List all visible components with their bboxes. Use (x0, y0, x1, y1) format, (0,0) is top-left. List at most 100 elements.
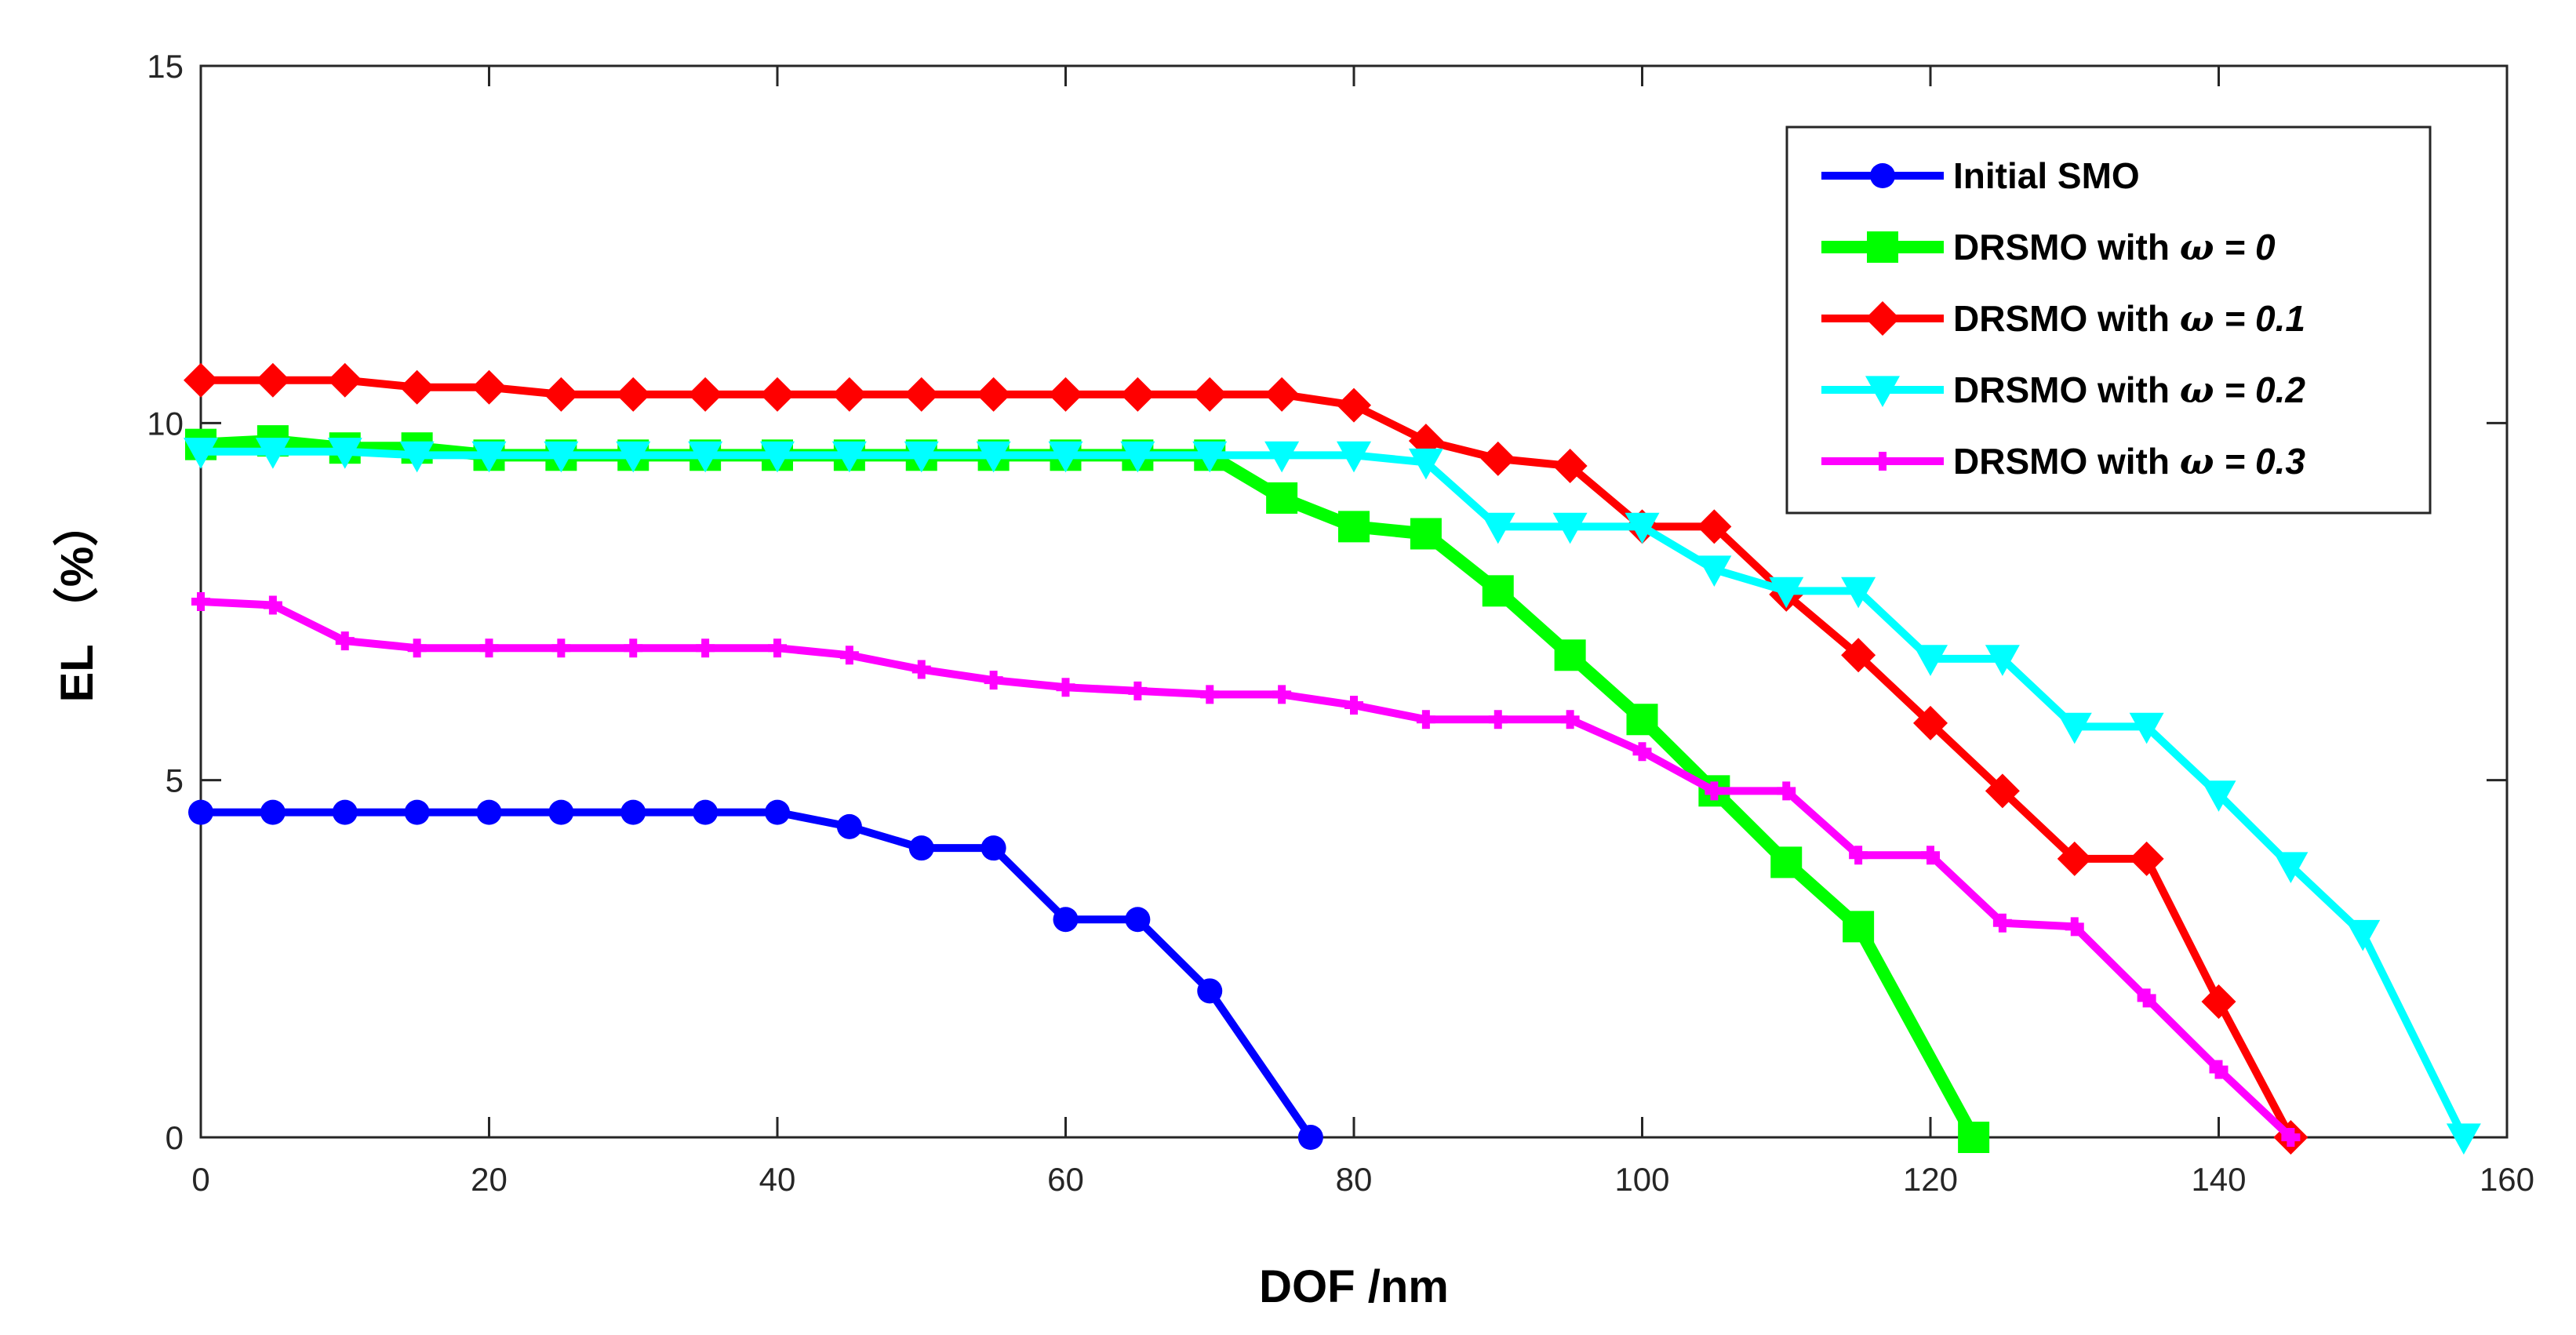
data-point (1913, 705, 1948, 740)
x-tick-label: 20 (471, 1161, 508, 1198)
data-point (1344, 696, 1363, 715)
data-point (1264, 441, 1300, 473)
data-point (1841, 638, 1876, 673)
data-point (184, 438, 218, 469)
data-point (620, 799, 646, 825)
data-point (981, 835, 1006, 861)
data-point (1200, 685, 1220, 704)
data-point (1272, 685, 1292, 704)
data-point (1697, 509, 1732, 544)
data-point (831, 376, 867, 412)
data-point (2129, 841, 2164, 876)
data-point (1120, 441, 1155, 473)
data-point (548, 799, 574, 825)
y-axis-label: EL （%） (52, 501, 103, 703)
data-point (1048, 376, 1083, 412)
data-point (836, 813, 862, 839)
y-tick-label: 0 (166, 1119, 184, 1156)
series-line (200, 598, 2294, 1140)
data-point (904, 441, 939, 473)
data-point (1985, 773, 2020, 809)
data-point (693, 799, 719, 825)
series-0 (188, 799, 1323, 1150)
x-tick-label: 0 (191, 1161, 209, 1198)
data-point (2201, 780, 2236, 812)
legend-marker (1873, 452, 1892, 471)
data-point (2057, 712, 2092, 744)
data-point (260, 799, 286, 825)
data-point (471, 441, 507, 473)
data-point (1625, 512, 1660, 544)
data-point (1197, 978, 1223, 1004)
data-point (760, 376, 795, 412)
data-point (2129, 712, 2164, 744)
data-point (1913, 645, 1948, 676)
data-point (2209, 1060, 2229, 1079)
data-point (1048, 441, 1083, 473)
x-tick-label: 60 (1047, 1161, 1084, 1198)
legend-entry-4: DRSMO with ω = 0.3 (1821, 440, 2305, 482)
x-tick-label: 80 (1336, 1161, 1373, 1198)
data-point (188, 799, 213, 825)
data-point (327, 362, 362, 398)
data-point (1849, 846, 1868, 865)
data-point (688, 376, 723, 412)
data-point (1958, 1122, 1990, 1153)
data-point (1843, 911, 1875, 943)
data-point (476, 799, 502, 825)
data-point (1338, 511, 1370, 543)
data-point (839, 646, 859, 665)
x-tick-label: 40 (759, 1161, 796, 1198)
legend-entry-1: DRSMO with ω = 0 (1821, 226, 2276, 268)
data-point (976, 376, 1011, 412)
data-point (696, 638, 715, 658)
legend-entry-3: DRSMO with ω = 0.2 (1821, 369, 2305, 411)
data-point (335, 631, 355, 651)
x-tick-label: 160 (2480, 1161, 2534, 1198)
data-point (255, 438, 290, 469)
x-tick-label: 140 (2191, 1161, 2246, 1198)
x-axis-label: DOF /nm (1259, 1261, 1449, 1312)
data-point (1053, 907, 1079, 933)
series-2 (184, 362, 2309, 1155)
data-point (1769, 577, 1804, 609)
data-point (1992, 913, 2012, 933)
data-point (2201, 984, 2236, 1019)
data-point (2345, 919, 2381, 951)
data-point (407, 638, 427, 658)
data-point (1128, 681, 1148, 700)
data-point (831, 441, 867, 473)
legend-marker (1865, 301, 1900, 336)
data-point (399, 441, 435, 473)
legend-label: DRSMO with ω = 0 (1953, 226, 2276, 268)
axis-ticks: 0 20 40 60 80 100 120 140 160 0 5 10 15 (147, 48, 2534, 1198)
y-tick-label: 15 (147, 48, 184, 85)
data-point (1056, 678, 1075, 697)
data-point (765, 799, 790, 825)
data-point (2281, 1128, 2301, 1147)
data-point (984, 671, 1003, 690)
data-point (688, 441, 723, 473)
data-point (479, 638, 499, 658)
data-point (1192, 441, 1228, 473)
legend-label: DRSMO with ω = 0.1 (1953, 297, 2305, 340)
data-point (544, 376, 579, 412)
data-point (1626, 704, 1658, 736)
data-point (544, 441, 579, 473)
y-tick-label: 5 (166, 762, 184, 799)
legend-label: DRSMO with ω = 0.3 (1953, 440, 2305, 482)
data-point (1697, 555, 1732, 587)
data-point (1297, 1125, 1323, 1150)
data-point (327, 438, 362, 469)
data-point (1408, 448, 1443, 480)
data-point (760, 441, 795, 473)
data-point (1416, 710, 1435, 729)
data-point (255, 362, 290, 398)
data-point (404, 799, 430, 825)
data-point (1560, 710, 1580, 729)
data-point (1705, 781, 1724, 801)
data-point (1488, 710, 1508, 729)
y-tick-label: 10 (147, 405, 184, 442)
legend-entry-0: Initial SMO (1821, 155, 2140, 196)
